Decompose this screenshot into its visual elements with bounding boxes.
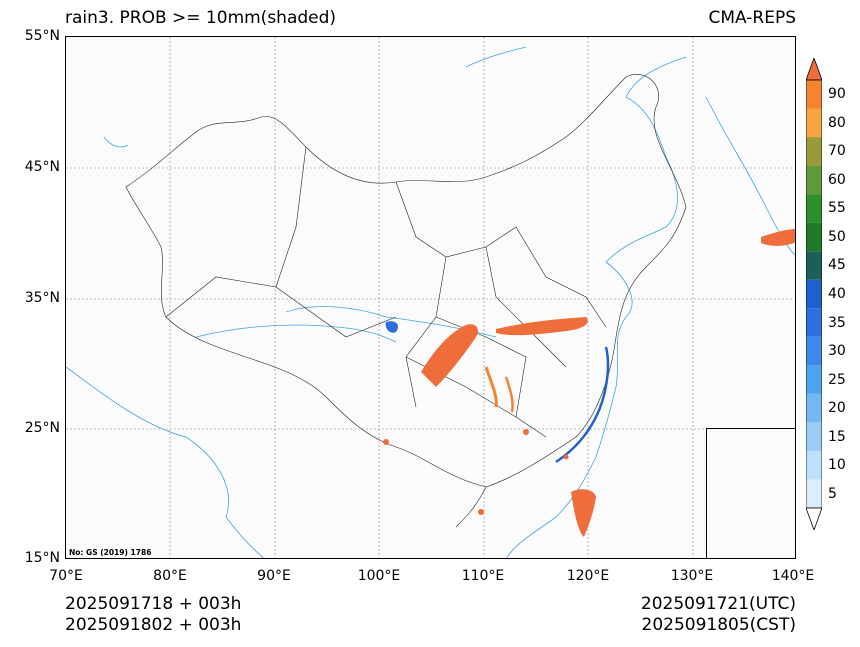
colorbar-level-label: 20 bbox=[828, 400, 846, 417]
map-title: rain3. PROB >= 10mm(shaded) bbox=[65, 8, 337, 28]
precip-shading bbox=[383, 229, 795, 537]
init-time-utc: 2025091718 + 003h bbox=[65, 594, 242, 614]
lon-label: 90°E bbox=[257, 568, 291, 584]
model-source: CMA-REPS bbox=[708, 8, 796, 28]
lat-label: 25°N bbox=[24, 420, 60, 436]
colorbar-segment bbox=[806, 165, 822, 195]
colorbar-level-label: 80 bbox=[828, 114, 846, 131]
colorbar-segment bbox=[806, 308, 822, 337]
colorbar-segment bbox=[806, 194, 822, 223]
lat-label: 15°N bbox=[24, 550, 60, 566]
colorbar-segment bbox=[806, 80, 822, 109]
lon-label: 110°E bbox=[461, 568, 505, 584]
colorbar-over-arrow bbox=[806, 58, 822, 81]
colorbar-segment bbox=[806, 365, 822, 394]
south-china-sea-inset bbox=[706, 428, 796, 559]
colorbar-segment bbox=[806, 336, 822, 366]
lon-label: 70°E bbox=[49, 568, 83, 584]
colorbar-level-label: 60 bbox=[828, 171, 846, 188]
colorbar-level-label: 50 bbox=[828, 228, 846, 245]
colorbar-segment bbox=[806, 479, 822, 508]
map-panel bbox=[65, 36, 796, 559]
colorbar-level-label: 30 bbox=[828, 343, 846, 360]
lon-label: 130°E bbox=[670, 568, 714, 584]
colorbar-level-label: 15 bbox=[828, 428, 846, 445]
colorbar-level-label: 25 bbox=[828, 371, 846, 388]
colorbar-level-label: 70 bbox=[828, 143, 846, 160]
lon-label: 140°E bbox=[771, 568, 815, 584]
init-time-block: 2025091718 + 003h 2025091802 + 003h bbox=[65, 594, 241, 636]
colorbar-under-arrow bbox=[806, 507, 822, 530]
colorbar-segment bbox=[806, 222, 822, 252]
valid-time-block: 2025091721(UTC) 2025091805(CST) bbox=[641, 594, 796, 636]
map-approval-note: No: GS (2019) 1786 bbox=[69, 548, 152, 557]
lon-label: 100°E bbox=[357, 568, 401, 584]
colorbar-level-label: 55 bbox=[828, 200, 846, 217]
colorbar-level-label: 35 bbox=[828, 314, 846, 331]
colorbar-level-label: 45 bbox=[828, 257, 846, 274]
valid-time-utc: 2025091721(UTC) bbox=[640, 594, 796, 614]
lon-label: 120°E bbox=[566, 568, 610, 584]
map-canvas bbox=[66, 37, 795, 558]
colorbar-level-label: 10 bbox=[828, 457, 846, 474]
lat-label: 55°N bbox=[24, 28, 60, 44]
colorbar-segment bbox=[806, 251, 822, 280]
coastlines-rivers bbox=[66, 46, 795, 558]
colorbar-segment bbox=[806, 422, 822, 451]
colorbar-level-label: 5 bbox=[828, 485, 837, 502]
valid-time-cst: 2025091805(CST) bbox=[641, 615, 796, 635]
colorbar-segment bbox=[806, 393, 822, 423]
lat-label: 45°N bbox=[24, 159, 60, 175]
colorbar-level-label: 90 bbox=[828, 86, 846, 103]
colorbar-segment bbox=[806, 279, 822, 309]
graticule bbox=[66, 37, 795, 558]
colorbar-segment bbox=[806, 450, 822, 480]
colorbar-segment bbox=[806, 108, 822, 138]
colorbar-level-label: 40 bbox=[828, 286, 846, 302]
colorbar bbox=[806, 58, 822, 530]
lat-label: 35°N bbox=[24, 290, 60, 306]
colorbar-segment bbox=[806, 137, 822, 166]
lon-label: 80°E bbox=[153, 568, 187, 584]
init-time-cst: 2025091802 + 003h bbox=[65, 615, 242, 635]
admin-borders bbox=[125, 74, 687, 528]
